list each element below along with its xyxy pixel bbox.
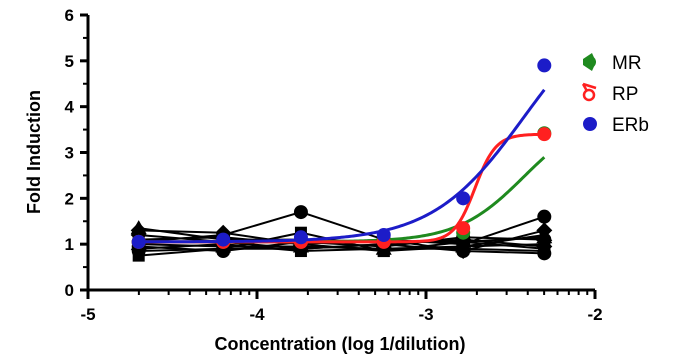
y-tick-label: 3 <box>65 144 74 163</box>
legend-label: ERb <box>612 115 649 136</box>
x-tick-label: -5 <box>80 305 95 324</box>
fit-curve-ERb <box>138 88 546 244</box>
point-RP <box>456 221 471 236</box>
y-tick-label: 5 <box>65 52 74 71</box>
black-series-line <box>138 243 545 253</box>
legend-entry-RP: RP <box>581 82 638 105</box>
black-series-point <box>536 227 553 241</box>
legend-marker <box>583 117 597 131</box>
y-axis-title: Fold Induction <box>24 90 44 214</box>
series-RP <box>131 127 552 249</box>
legend-marker-shape <box>583 53 596 71</box>
point-ERb <box>216 232 231 247</box>
legend-label: RP <box>612 84 638 105</box>
black-series-line <box>138 236 545 253</box>
x-tick-label: -2 <box>587 305 602 324</box>
series-ERb <box>131 58 552 249</box>
point-ERb <box>293 230 308 245</box>
legend: MR RP ERb <box>581 53 649 136</box>
black-series-point <box>537 246 552 261</box>
y-tick-label: 1 <box>65 235 74 254</box>
axes: 0 1 2 3 4 5 6 -5 -4 -3 -2 <box>65 6 603 324</box>
legend-label: MR <box>612 53 642 74</box>
black-series-point <box>456 244 471 259</box>
series-MR <box>131 126 552 249</box>
legend-marker-fit <box>581 82 597 92</box>
y-tick-label: 4 <box>65 98 75 117</box>
plot-area <box>130 58 553 262</box>
y-tick-label: 0 <box>65 281 74 300</box>
black-series-point <box>537 209 552 224</box>
black-series-point <box>293 205 308 220</box>
black-series-line <box>138 211 545 246</box>
y-tick-label: 2 <box>65 189 74 208</box>
point-RP <box>537 127 552 142</box>
x-tick-label: -4 <box>249 305 265 324</box>
x-tick-label: -3 <box>418 305 433 324</box>
y-tick-label: 6 <box>65 6 74 25</box>
point-ERb <box>131 234 146 249</box>
black-series-line <box>138 236 545 253</box>
legend-entry-ERb: ERb <box>583 115 649 136</box>
black-series-line <box>138 243 545 255</box>
point-ERb <box>456 191 471 206</box>
legend-entry-MR: MR <box>583 53 642 74</box>
point-ERb <box>376 228 391 242</box>
x-axis-title: Concentration (log 1/dilution) <box>215 334 466 354</box>
legend-marker <box>582 88 596 102</box>
point-ERb <box>537 58 552 73</box>
